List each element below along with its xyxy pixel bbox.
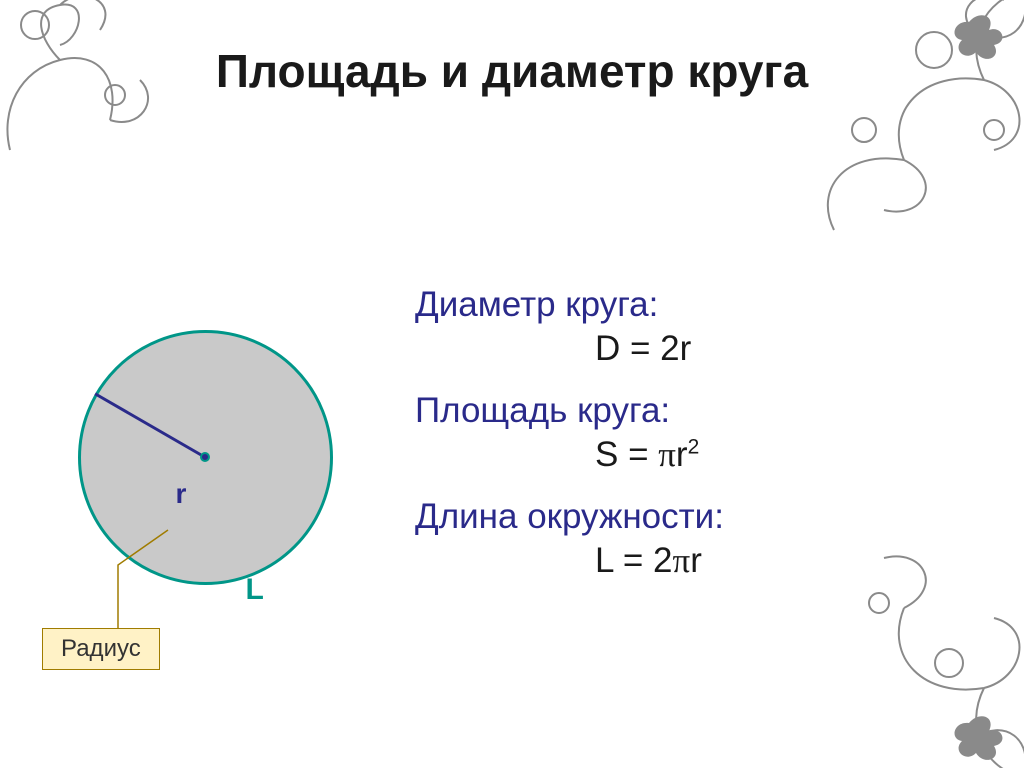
pi-symbol-2: π xyxy=(673,541,691,580)
radius-label-box: Радиус xyxy=(42,628,160,670)
label-radius: r xyxy=(176,478,187,510)
formula-block: Диаметр круга: D = 2r Площадь круга: S =… xyxy=(415,285,975,603)
area-post: r xyxy=(676,435,688,474)
diameter-formula: D = 2r xyxy=(415,329,975,369)
page-title: Площадь и диаметр круга xyxy=(0,44,1024,98)
area-sup: 2 xyxy=(688,435,700,458)
area-heading: Площадь круга: xyxy=(415,391,975,431)
diameter-heading: Диаметр круга: xyxy=(415,285,975,325)
pi-symbol: π xyxy=(658,435,676,474)
area-pre: S = xyxy=(595,435,658,474)
center-dot xyxy=(200,452,210,462)
ornament-top-right xyxy=(724,0,1024,240)
circ-post: r xyxy=(690,541,702,580)
circle-diagram: r L xyxy=(60,330,350,620)
circ-pre: L = 2 xyxy=(595,541,673,580)
circumference-formula: L = 2πr xyxy=(415,541,975,581)
label-circumference: L xyxy=(246,573,264,607)
area-formula: S = πr2 xyxy=(415,435,975,475)
slide: Площадь и диаметр круга r L Радиус Диаме… xyxy=(0,0,1024,768)
circumference-heading: Длина окружности: xyxy=(415,497,975,537)
